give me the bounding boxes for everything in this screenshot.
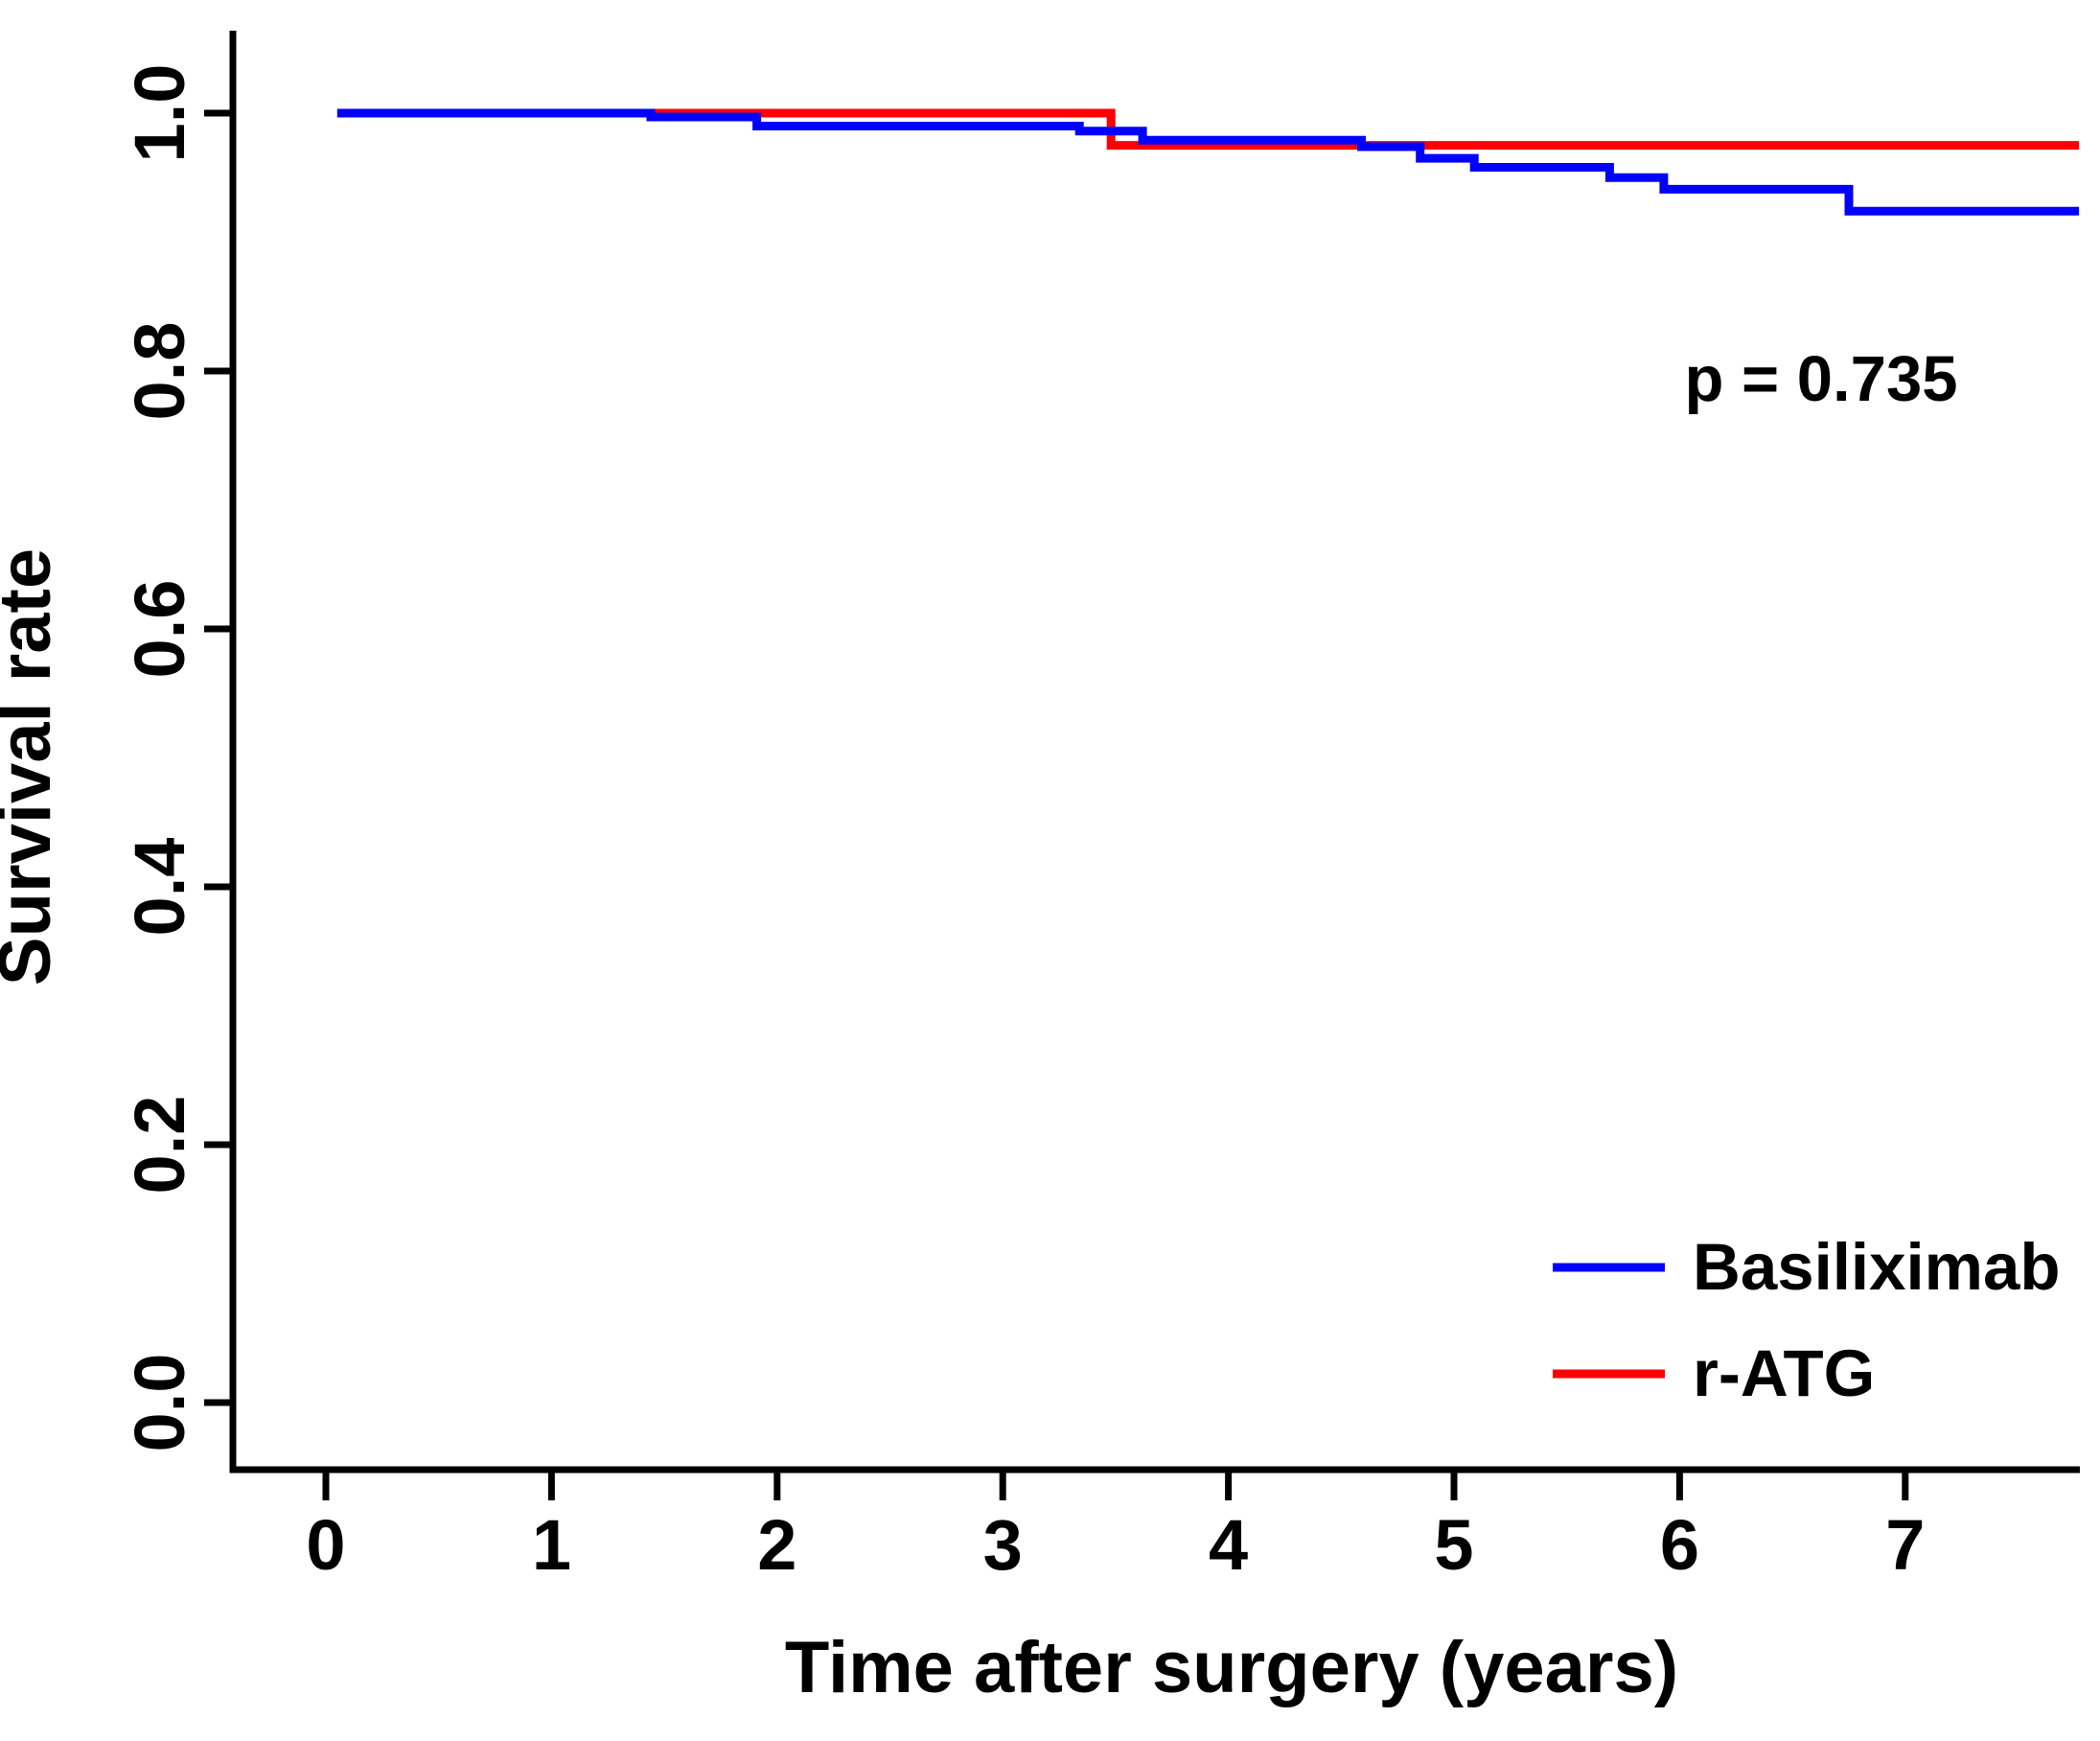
y-tick-label: 0.2 [120,1096,199,1195]
y-tick-label: 0.8 [120,322,199,421]
x-tick-label: 4 [1209,1505,1248,1585]
x-tick-label: 7 [1885,1505,1925,1585]
x-tick-label: 5 [1434,1505,1473,1585]
legend: Basiliximab r-ATG [1553,1230,2061,1410]
x-tick-label: 1 [532,1505,571,1585]
x-axis-title: Time after surgery (years) [785,1627,1678,1708]
p-value-label: p = 0.735 [1685,343,1958,415]
x-axis-ticks: 0 1 2 3 4 5 6 7 [306,1470,1925,1585]
y-tick-label: 0.6 [120,580,199,679]
y-axis-ticks: 0.0 0.2 0.4 0.6 0.8 1.0 [120,64,233,1452]
x-tick-label: 2 [757,1505,796,1585]
legend-label-ratg: r-ATG [1693,1336,1875,1410]
y-tick-label: 0.0 [120,1354,199,1452]
y-tick-label: 0.4 [120,838,199,937]
x-tick-label: 0 [306,1505,345,1585]
x-tick-label: 6 [1660,1505,1699,1585]
legend-label-basiliximab: Basiliximab [1693,1230,2061,1304]
curve-basiliximab [336,108,2080,216]
axes: 0 1 2 3 4 5 6 7 0.0 0.2 0.4 0.6 0.8 1.0 [120,31,2080,1585]
series-curves [336,108,2080,216]
y-axis-title: Survival rate [0,548,66,986]
y-tick-label: 1.0 [120,64,199,163]
x-tick-label: 3 [983,1505,1023,1585]
